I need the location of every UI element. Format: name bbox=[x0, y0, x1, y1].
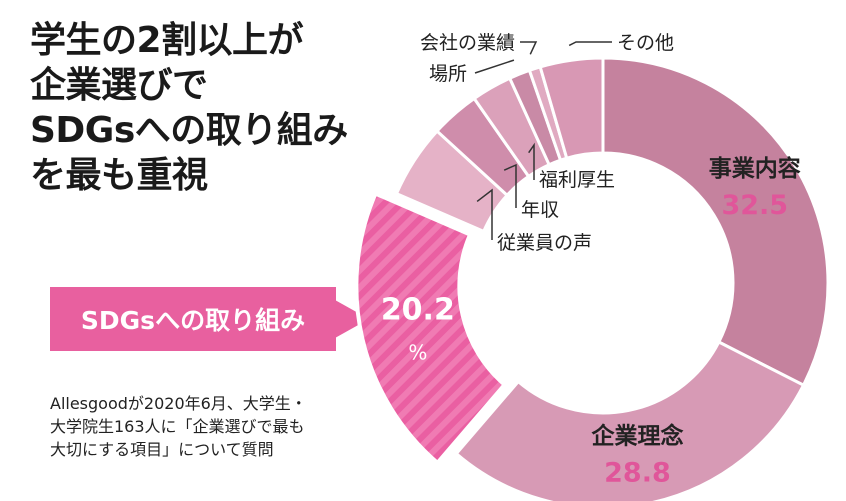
source-line: 大学院生163人に「企業選びで最も bbox=[50, 417, 305, 436]
leader-line-場所 bbox=[474, 59, 515, 74]
category-label-事業内容: 事業内容 bbox=[709, 155, 801, 182]
leader-line-会社の業績 bbox=[520, 41, 538, 55]
data-label-SDGsへの取り組み: 20.2 bbox=[381, 293, 455, 328]
source-line: Allesgoodが2020年6月、大学生・ bbox=[50, 394, 307, 413]
category-label-年収: 年収 bbox=[521, 199, 559, 221]
sdgs-callout-label: SDGsへの取り組み bbox=[80, 306, 306, 335]
unit-label: % bbox=[408, 341, 427, 365]
leader-line-その他 bbox=[568, 41, 612, 47]
title-line: SDGsへの取り組み bbox=[30, 110, 348, 151]
source-line: 大切にする項目」について質問 bbox=[50, 440, 274, 459]
source-note: Allesgoodが2020年6月、大学生・ 大学院生163人に「企業選びで最も… bbox=[50, 392, 380, 461]
page-title: 学生の2割以上が 企業選びで SDGsへの取り組み を最も重視 bbox=[30, 18, 390, 198]
category-label-企業理念: 企業理念 bbox=[590, 423, 683, 450]
slice-企業理念 bbox=[454, 340, 806, 501]
title-line: 学生の2割以上が bbox=[30, 20, 304, 61]
category-label-場所: 場所 bbox=[429, 63, 467, 85]
slice-その他 bbox=[538, 56, 605, 161]
leader-line-年収 bbox=[503, 163, 517, 208]
sdgs-callout-badge: SDGsへの取り組み bbox=[50, 287, 336, 351]
leader-line-従業員の声 bbox=[476, 188, 493, 240]
slice-SDGsへの取り組み bbox=[354, 190, 508, 466]
category-label-福利厚生: 福利厚生 bbox=[539, 169, 615, 191]
category-label-従業員の声: 従業員の声 bbox=[497, 232, 592, 254]
data-label-事業内容: 32.5 bbox=[721, 190, 788, 221]
slice-事業内容 bbox=[601, 56, 830, 388]
title-line: を最も重視 bbox=[30, 155, 208, 196]
data-label-企業理念: 28.8 bbox=[604, 458, 671, 489]
leader-line-福利厚生 bbox=[528, 142, 535, 180]
category-label-その他: その他 bbox=[617, 32, 674, 54]
title-line: 企業選びで bbox=[30, 65, 208, 106]
category-label-会社の業績: 会社の業績 bbox=[420, 32, 515, 54]
